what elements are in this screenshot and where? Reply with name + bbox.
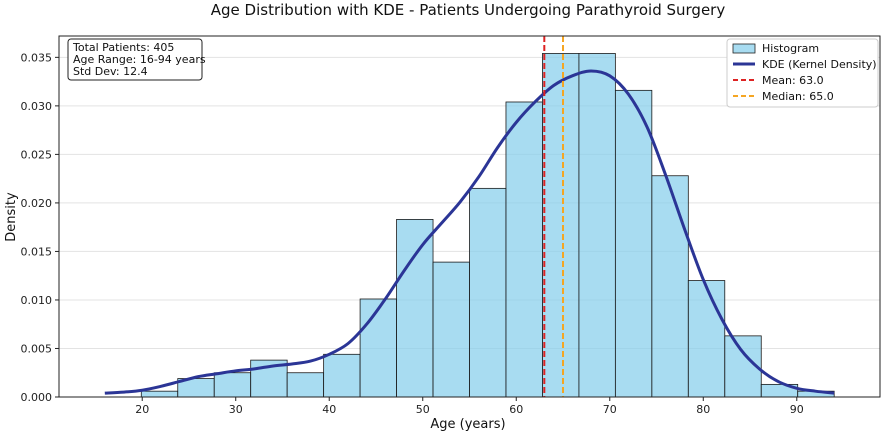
y-tick-label: 0.015 xyxy=(21,245,53,258)
x-tick-label: 60 xyxy=(509,403,523,416)
histogram-bar xyxy=(469,187,507,398)
histogram-bar xyxy=(432,261,470,398)
y-tick-label: 0.020 xyxy=(21,197,53,210)
kde-curve xyxy=(104,69,835,395)
legend-histogram-label: Histogram xyxy=(762,42,819,55)
histogram-bar xyxy=(323,353,361,398)
histogram-bar xyxy=(396,219,434,398)
histogram-bar xyxy=(724,335,762,398)
histogram-bar xyxy=(578,53,616,398)
histogram-bar xyxy=(505,101,543,398)
x-tick-label: 30 xyxy=(229,403,243,416)
histogram-bar xyxy=(213,372,252,398)
histogram-bar xyxy=(687,280,726,398)
y-tick-label: 0.035 xyxy=(21,51,53,64)
y-axis-ticks: 0.000 0.005 0.010 0.015 0.020 0.025 0.030 0.035 xyxy=(21,51,59,404)
y-tick-label: 0.025 xyxy=(21,148,53,161)
legend-median-label: Median: 65.0 xyxy=(762,90,834,103)
y-tick-label: 0.000 xyxy=(21,391,53,404)
x-tick-label: 80 xyxy=(696,403,710,416)
x-axis-title: Age (years) xyxy=(430,417,505,432)
histogram-bar xyxy=(651,175,689,398)
histogram-bar xyxy=(286,372,325,398)
stats-box-frame xyxy=(67,38,203,81)
legend-kde-label: KDE (Kernel Density) xyxy=(762,58,877,71)
y-tick-label: 0.010 xyxy=(21,294,53,307)
stats-std-dev: Std Dev: 12.4 xyxy=(73,65,148,78)
legend-mean-label: Mean: 63.0 xyxy=(762,74,824,87)
chart-title: Age Distribution with KDE - Patients Und… xyxy=(211,1,726,19)
histogram-bars xyxy=(140,53,835,398)
stats-box: Total Patients: 405 Age Range: 16-94 yea… xyxy=(67,38,206,81)
kde-curve-group xyxy=(104,69,835,395)
x-tick-label: 40 xyxy=(322,403,336,416)
x-tick-label: 50 xyxy=(416,403,430,416)
stats-total-patients: Total Patients: 405 xyxy=(72,41,174,54)
histogram-bar xyxy=(542,53,580,398)
y-tick-label: 0.030 xyxy=(21,100,53,113)
legend-frame xyxy=(726,38,879,108)
y-tick-label: 0.005 xyxy=(21,342,53,355)
stats-age-range: Age Range: 16-94 years xyxy=(73,53,206,66)
x-tick-label: 90 xyxy=(790,403,804,416)
legend-histogram-swatch xyxy=(732,43,756,54)
histogram-bar xyxy=(614,89,653,398)
plot-frame xyxy=(58,35,881,398)
x-tick-label: 70 xyxy=(603,403,617,416)
histogram-bar xyxy=(140,390,179,398)
x-tick-label: 20 xyxy=(135,403,149,416)
reference-lines xyxy=(543,36,565,397)
y-axis-title: Density xyxy=(4,192,19,242)
histogram-bar xyxy=(359,298,397,398)
legend: Histogram KDE (Kernel Density) Mean: 63.… xyxy=(726,38,879,108)
x-axis-ticks: 20 30 40 50 60 70 80 90 xyxy=(135,397,804,416)
